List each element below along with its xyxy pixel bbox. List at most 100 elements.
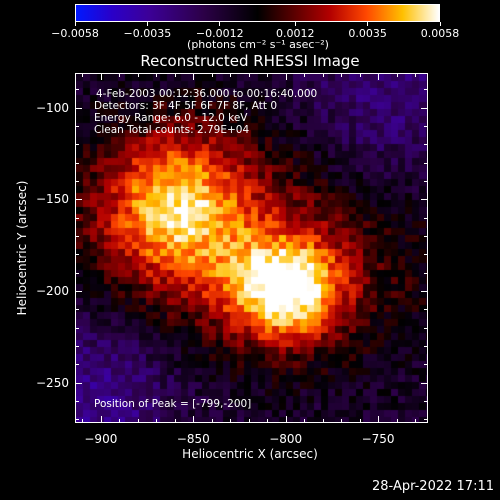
x-minor-tick [119,73,121,77]
y-minor-tick [75,309,79,311]
x-minor-tick [248,73,250,77]
info-line-3: Energy Range: 6.0 - 12.0 keV [94,112,248,124]
y-minor-tick [424,309,428,311]
x-minor-tick [230,419,232,423]
colorbar-tick-label: −0.0058 [51,27,99,40]
x-minor-tick [396,73,398,77]
x-tick [378,73,380,80]
colorbar-tick-label: 0.0058 [420,27,460,40]
y-minor-tick [75,162,79,164]
y-minor-tick [424,346,428,348]
x-minor-tick [156,73,158,77]
y-tick [421,291,428,293]
y-minor-tick [424,364,428,366]
colorbar-tick [146,22,148,26]
y-minor-tick [424,162,428,164]
colorbar-tick [74,22,76,26]
colorbar-tick [367,22,369,26]
x-tick [193,416,195,423]
y-tick [421,107,428,109]
colorbar-tick [294,22,296,26]
y-minor-tick [75,181,79,183]
y-minor-tick [424,272,428,274]
x-minor-tick [82,419,84,423]
y-minor-tick [424,144,428,146]
x-minor-tick [174,73,176,77]
colorbar-tick [219,22,221,26]
x-minor-tick [230,73,232,77]
y-tick [75,382,82,384]
x-tick [193,73,195,80]
x-tick [100,73,102,80]
y-minor-tick [424,126,428,128]
x-minor-tick [359,73,361,77]
y-minor-tick [75,254,79,256]
y-minor-tick [75,126,79,128]
y-minor-tick [75,364,79,366]
timestamp: 28-Apr-2022 17:11 [372,479,494,494]
x-tick-label: −850 [176,432,210,446]
colorbar-units: (photons cm⁻² s⁻¹ asec⁻²) [187,38,329,51]
x-minor-tick [341,419,343,423]
x-minor-tick [267,73,269,77]
y-minor-tick [75,89,79,91]
y-tick-label: −150 [36,192,69,207]
x-minor-tick [415,73,417,77]
peak-position-text: Position of Peak = [-799,-200] [94,398,252,410]
info-line-2: Detectors: 3F 4F 5F 6F 7F 8F, Att 0 [94,100,278,112]
y-minor-tick [75,217,79,219]
x-minor-tick [137,73,139,77]
y-axis-label: Heliocentric Y (arcsec) [15,180,29,316]
x-minor-tick [82,73,84,77]
x-minor-tick [248,419,250,423]
y-tick [75,199,82,201]
y-minor-tick [424,236,428,238]
x-minor-tick [322,419,324,423]
y-minor-tick [75,327,79,329]
x-minor-tick [304,73,306,77]
y-minor-tick [75,236,79,238]
x-minor-tick [359,419,361,423]
x-minor-tick [341,73,343,77]
x-minor-tick [267,419,269,423]
x-minor-tick [322,73,324,77]
y-minor-tick [75,144,79,146]
y-tick-label: −200 [36,284,69,299]
x-minor-tick [304,419,306,423]
x-minor-tick [156,419,158,423]
x-axis-label: Heliocentric X (arcsec) [182,447,318,461]
y-tick [75,107,82,109]
y-minor-tick [424,89,428,91]
info-line-1: 4-Feb-2003 00:12:36.000 to 00:16:40.000 [96,88,318,100]
x-minor-tick [396,419,398,423]
x-tick [378,416,380,423]
colorbar-tick [439,22,441,26]
plot-title: Reconstructed RHESSI Image [140,52,360,70]
info-line-4: Clean Total counts: 2.79E+04 [94,124,250,136]
x-tick [100,416,102,423]
image-frame: 4-Feb-2003 00:12:36.000 to 00:16:40.000 … [75,73,428,423]
colorbar-tick-label: 0.0012 [276,27,315,40]
colorbar-tick-label: −0.0012 [195,27,244,40]
y-tick [75,291,82,293]
y-tick-label: −100 [36,100,69,115]
y-tick [421,382,428,384]
y-minor-tick [424,181,428,183]
x-minor-tick [119,419,121,423]
y-minor-tick [75,419,79,421]
y-minor-tick [75,272,79,274]
y-minor-tick [424,254,428,256]
y-tick [421,199,428,201]
y-minor-tick [424,327,428,329]
x-minor-tick [415,419,417,423]
y-tick-label: −250 [36,375,69,390]
x-tick [285,416,287,423]
x-minor-tick [211,419,213,423]
x-tick-label: −800 [269,432,303,446]
x-minor-tick [211,73,213,77]
y-minor-tick [424,217,428,219]
rhessi-heatmap [76,74,427,422]
y-minor-tick [75,401,79,402]
colorbar-tick-label: 0.0035 [348,27,387,40]
x-tick [285,73,287,80]
